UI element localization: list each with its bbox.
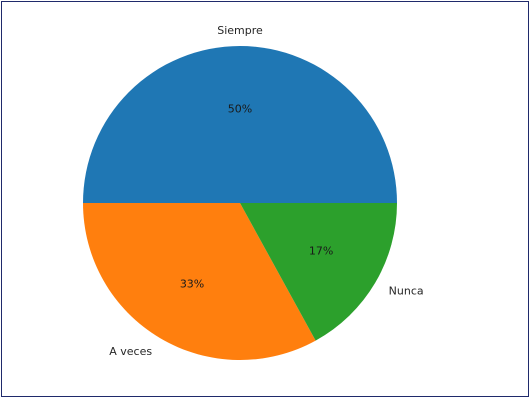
pie-slice-siempre: [83, 46, 397, 203]
pie-labels: 50% Siempre 33% A veces 17% Nunca: [109, 24, 423, 358]
pie-category-label-siempre: Siempre: [217, 24, 263, 37]
pie-pct-label-nunca: 17%: [309, 244, 333, 257]
pie-slices: [83, 46, 397, 360]
pie-pct-label-a-veces: 33%: [180, 278, 204, 291]
pie-pct-label-siempre: 50%: [228, 102, 252, 115]
pie-slice-nunca: [240, 203, 397, 341]
pie-category-label-nunca: Nunca: [389, 284, 424, 297]
pie-slice-a-veces: [83, 203, 316, 360]
pie-category-label-a-veces: A veces: [109, 345, 152, 358]
